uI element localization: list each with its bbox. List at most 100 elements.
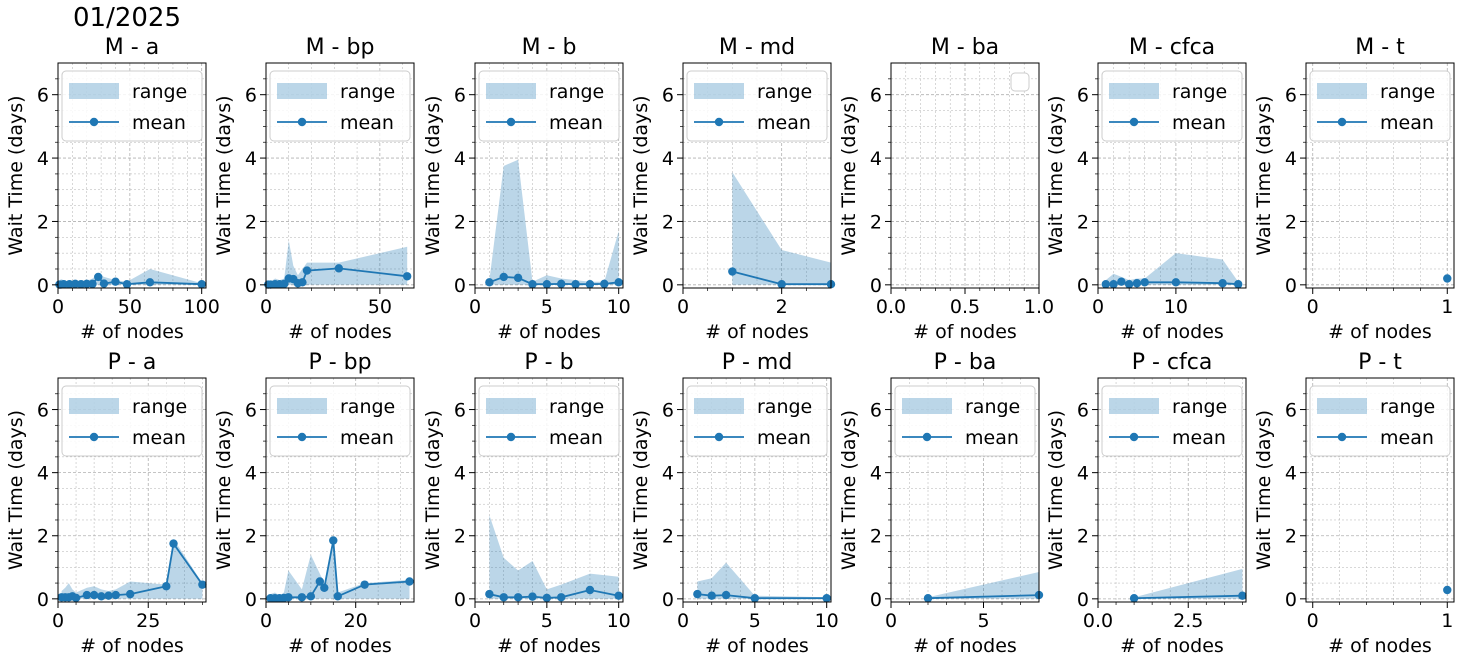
x-tick-label: 0.0 — [1083, 610, 1113, 632]
subplot: 0 2 4 6 0 5 # of nodes Wait Time (days) P - ba ra… — [838, 350, 1044, 657]
y-tick-label: 4 — [1285, 463, 1297, 485]
legend-range-label: range — [340, 396, 395, 418]
mean-point — [777, 279, 786, 289]
legend-mean-marker — [1337, 117, 1347, 127]
subplot-title: M - b — [522, 35, 577, 60]
x-axis-label: # of nodes — [80, 321, 184, 343]
mean-point — [614, 591, 623, 600]
y-tick-label: 6 — [454, 400, 466, 422]
axes-frame — [265, 377, 415, 603]
x-tick-label: 50 — [118, 296, 142, 318]
subplot-title: P - cfca — [1132, 350, 1213, 375]
x-tick-label: 100 — [184, 296, 220, 318]
axes-frame — [1305, 62, 1455, 289]
y-axis-label: Wait Time (days) — [213, 410, 235, 570]
y-tick-label: 6 — [37, 85, 49, 107]
mean-point — [693, 589, 702, 599]
y-tick-label: 0 — [662, 589, 674, 611]
mean-point — [822, 594, 831, 603]
mean-point — [557, 279, 566, 289]
x-tick-label: 1.0 — [1024, 296, 1054, 318]
y-tick-label: 4 — [870, 463, 882, 485]
y-tick-label: 4 — [662, 148, 674, 170]
mean-point — [1117, 277, 1126, 286]
legend-mean-label: mean — [340, 427, 394, 449]
y-tick-label: 6 — [870, 400, 882, 422]
mean-point — [1238, 591, 1247, 600]
x-axis-label: # of nodes — [288, 635, 392, 657]
y-axis-label: Wait Time (days) — [1253, 95, 1275, 255]
subplot-title: M - md — [719, 35, 795, 60]
legend-mean-marker — [506, 117, 516, 127]
mean-point — [97, 592, 106, 601]
x-tick-label: 10 — [607, 610, 631, 632]
axes-frame — [1097, 377, 1247, 603]
mean-point — [334, 264, 344, 273]
legend: range mean — [61, 70, 203, 142]
mean-point — [557, 593, 566, 602]
y-axis-label: Wait Time (days) — [1253, 410, 1275, 570]
mean-point — [1443, 274, 1452, 283]
legend-mean-label: mean — [340, 112, 394, 134]
x-axis-label: # of nodes — [497, 321, 601, 343]
mean-point — [89, 590, 99, 600]
x-tick-label: 5 — [541, 610, 553, 632]
x-tick-label: 0 — [1307, 610, 1319, 632]
empty-legend-box — [1010, 72, 1030, 92]
legend: range mean — [1309, 385, 1451, 457]
range-band — [928, 572, 1039, 599]
subplot: 0 2 4 6 0 20 # of nodes Wait Time (days) P - bp r… — [213, 350, 415, 657]
x-tick-label: 0 — [885, 610, 897, 632]
mean-point — [122, 279, 132, 289]
subplot: 0 2 4 6 0 1 # of nodes Wait Time (days) P - t ran… — [1253, 350, 1455, 657]
mean-point — [145, 278, 155, 287]
axes-frame — [1305, 377, 1455, 603]
legend-mean-marker — [1337, 432, 1347, 442]
y-tick-label: 6 — [245, 85, 257, 107]
y-tick-label: 2 — [870, 211, 882, 233]
mean-point — [571, 279, 580, 289]
legend-range-swatch — [1109, 398, 1159, 414]
y-tick-label: 4 — [37, 148, 49, 170]
mean-point — [405, 577, 414, 586]
y-tick-label: 2 — [1077, 526, 1089, 548]
subplot: 0 2 4 6 0 5 10 # of nodes Wait Time (days) M - b r… — [422, 35, 631, 343]
legend-range-label: range — [132, 81, 187, 103]
y-tick-label: 2 — [1285, 211, 1297, 233]
mean-point — [99, 279, 109, 288]
mean-point — [1140, 278, 1149, 287]
mean-point — [284, 593, 293, 602]
x-axis-label: # of nodes — [288, 321, 392, 343]
axes-frame — [57, 377, 207, 603]
x-tick-label: 5 — [977, 610, 989, 632]
figure-title: 01/2025 — [73, 3, 182, 33]
subplot: 0 2 4 6 0 25 # of nodes Wait Time (days) P - a ra… — [5, 350, 207, 657]
subplot-title: M - bp — [306, 35, 375, 60]
range-band — [732, 172, 831, 285]
axes-frame — [474, 377, 624, 603]
subplot: 0 2 4 6 0 2 # of nodes Wait Time (days) M - md ra… — [630, 35, 836, 343]
legend-mean-marker — [89, 117, 99, 127]
mean-point — [82, 279, 91, 289]
axes-frame — [265, 62, 415, 289]
subplot-title: P - b — [524, 350, 573, 375]
subplot: 0 2 4 6 0 50 100# of nodes Wait Time (days) M - … — [5, 35, 220, 343]
mean-point — [542, 593, 552, 603]
legend-mean-label: mean — [965, 427, 1019, 449]
mean-point — [104, 591, 113, 600]
x-axis-label: # of nodes — [80, 635, 184, 657]
legend-range-label: range — [1380, 81, 1435, 103]
x-tick-label: 5 — [749, 610, 761, 632]
y-tick-label: 2 — [662, 211, 674, 233]
legend-range-label: range — [1172, 81, 1227, 103]
x-tick-label: 1 — [1441, 296, 1453, 318]
x-tick-label: 0 — [469, 296, 481, 318]
mean-line — [1134, 594, 1243, 600]
legend-mean-marker — [922, 432, 932, 442]
y-tick-label: 6 — [1285, 400, 1297, 422]
y-tick-label: 0 — [1285, 589, 1297, 611]
mean-point — [315, 577, 325, 586]
legend-mean-label: mean — [1172, 427, 1226, 449]
x-tick-label: 0 — [1092, 296, 1104, 318]
